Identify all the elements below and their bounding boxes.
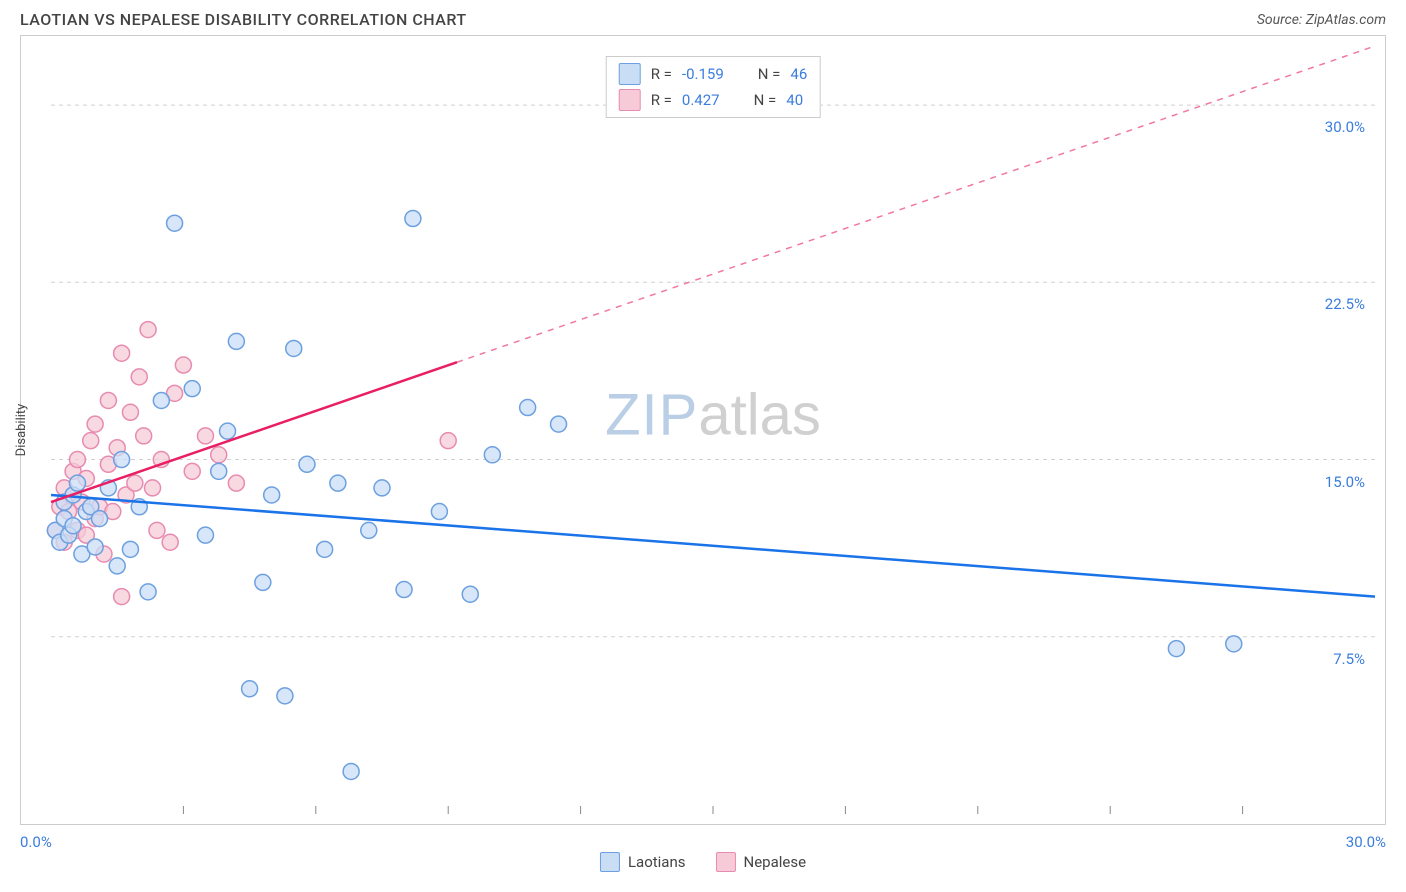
data-point-laotians (551, 416, 567, 432)
data-point-laotians (167, 215, 183, 231)
data-point-laotians (92, 511, 108, 527)
n-value: 46 (790, 65, 807, 83)
data-point-laotians (405, 211, 421, 227)
data-point-laotians (264, 487, 280, 503)
data-point-laotians (330, 475, 346, 491)
legend-label: Laotians (628, 853, 686, 871)
r-value: 0.427 (682, 91, 720, 109)
swatch-laotians-icon (619, 63, 641, 85)
y-tick-label: 7.5% (1333, 650, 1365, 668)
data-point-nepalese (87, 416, 103, 432)
data-point-nepalese (184, 463, 200, 479)
data-point-nepalese (100, 392, 116, 408)
data-point-laotians (255, 574, 271, 590)
x-axis-start: 0.0% (20, 833, 52, 851)
chart-container: Disability 7.5%15.0%22.5%30.0% R =-0.159… (20, 35, 1386, 825)
data-point-laotians (69, 475, 85, 491)
data-point-laotians (140, 584, 156, 600)
y-tick-label: 30.0% (1325, 118, 1365, 136)
data-point-laotians (343, 763, 359, 779)
data-point-nepalese (114, 345, 130, 361)
data-point-laotians (153, 392, 169, 408)
y-tick-label: 22.5% (1325, 295, 1365, 313)
data-point-laotians (462, 586, 478, 602)
legend-item-laotians: Laotians (600, 852, 686, 872)
data-point-nepalese (149, 522, 165, 538)
legend-label: Nepalese (744, 853, 807, 871)
data-point-nepalese (127, 475, 143, 491)
data-point-nepalese (228, 475, 244, 491)
data-point-laotians (87, 539, 103, 555)
data-point-laotians (220, 423, 236, 439)
data-point-laotians (114, 452, 130, 468)
y-tick-label: 15.0% (1325, 473, 1365, 491)
plot-area: 7.5% 15.0% 22.5% 30.0% R = -0.159 N = 46 R = 0.4… (51, 46, 1375, 814)
r-value: -0.159 (682, 65, 724, 83)
n-value: 40 (786, 91, 803, 109)
page-title: LAOTIAN VS NEPALESE DISABILITY CORRELATI… (20, 10, 467, 29)
regression-line-nepalese (51, 362, 457, 502)
data-point-nepalese (114, 589, 130, 605)
legend-series: Laotians Nepalese (600, 852, 806, 872)
data-point-nepalese (440, 433, 456, 449)
data-point-nepalese (162, 534, 178, 550)
data-point-laotians (65, 518, 81, 534)
data-point-laotians (484, 447, 500, 463)
data-point-laotians (374, 480, 390, 496)
data-point-nepalese (197, 428, 213, 444)
swatch-nepalese-icon (619, 89, 641, 111)
data-point-laotians (299, 456, 315, 472)
data-point-laotians (197, 527, 213, 543)
data-point-nepalese (136, 428, 152, 444)
data-point-laotians (317, 541, 333, 557)
data-point-laotians (520, 400, 536, 416)
n-label: N = (758, 65, 781, 83)
data-point-nepalese (69, 452, 85, 468)
data-point-laotians (184, 381, 200, 397)
data-point-nepalese (140, 322, 156, 338)
regression-line-nepalese-dashed (457, 46, 1375, 362)
y-axis-label: Disability (14, 404, 29, 457)
swatch-laotians-icon (600, 852, 620, 872)
data-point-laotians (109, 558, 125, 574)
data-point-laotians (228, 333, 244, 349)
data-point-laotians (286, 340, 302, 356)
regression-line-laotians (51, 495, 1375, 597)
legend-stats-row-laotians: R = -0.159 N = 46 (619, 61, 808, 87)
data-point-laotians (1168, 641, 1184, 657)
r-label: R = (651, 65, 672, 83)
legend-item-nepalese: Nepalese (716, 852, 807, 872)
n-label: N = (754, 91, 777, 109)
data-point-nepalese (175, 357, 191, 373)
data-point-laotians (361, 522, 377, 538)
source-label: Source: ZipAtlas.com (1257, 12, 1386, 28)
data-point-nepalese (83, 433, 99, 449)
data-point-laotians (396, 582, 412, 598)
data-point-laotians (242, 681, 258, 697)
legend-stats: R = -0.159 N = 46 R = 0.427 N = 40 (606, 56, 821, 118)
data-point-nepalese (131, 369, 147, 385)
swatch-nepalese-icon (716, 852, 736, 872)
data-point-laotians (211, 463, 227, 479)
data-point-nepalese (145, 480, 161, 496)
legend-stats-row-nepalese: R = 0.427 N = 40 (619, 87, 808, 113)
data-point-nepalese (211, 447, 227, 463)
data-point-laotians (1226, 636, 1242, 652)
data-point-laotians (122, 541, 138, 557)
plot-svg (51, 46, 1375, 814)
data-point-laotians (431, 504, 447, 520)
data-point-nepalese (122, 404, 138, 420)
data-point-laotians (277, 688, 293, 704)
x-axis-footer: 0.0% 30.0% (0, 825, 1406, 851)
r-label: R = (651, 91, 672, 109)
x-axis-end: 30.0% (1346, 833, 1386, 851)
